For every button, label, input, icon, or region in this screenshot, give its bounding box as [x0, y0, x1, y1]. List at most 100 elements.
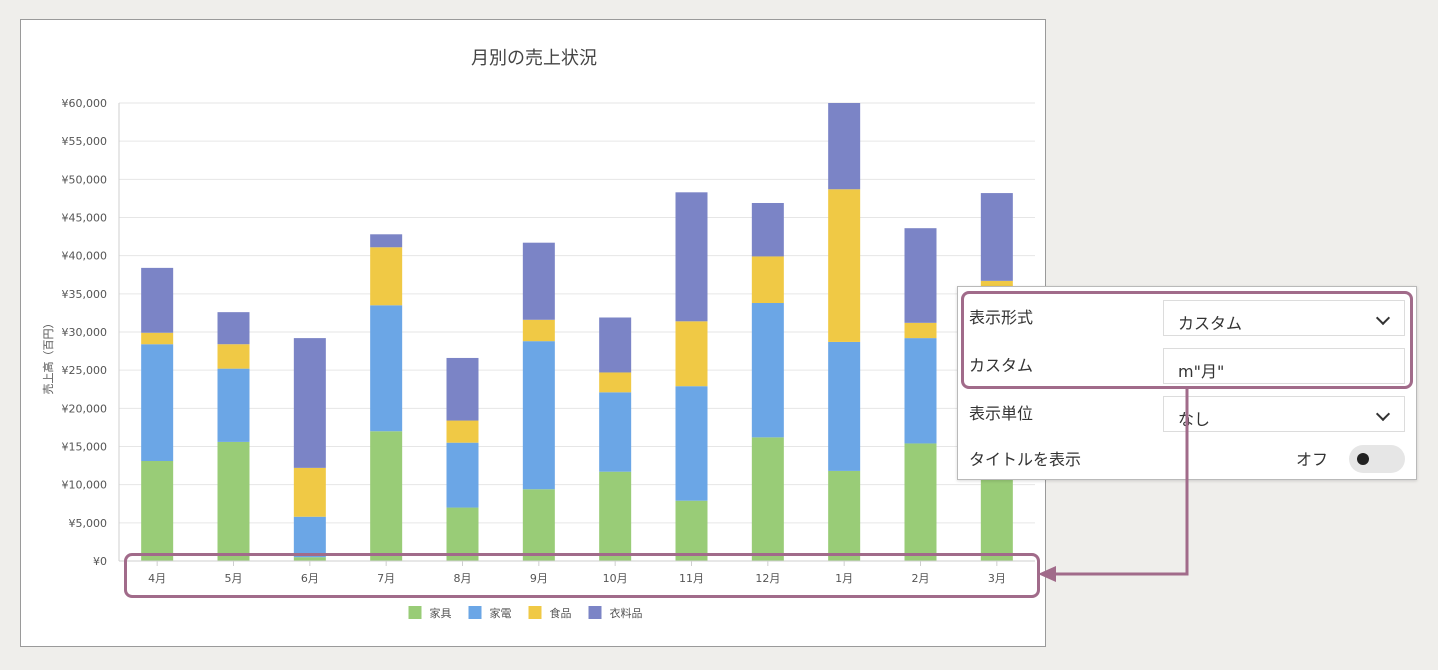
x-tick-label: 8月 — [454, 572, 472, 585]
x-tick-label: 7月 — [377, 572, 395, 585]
y-tick-label: ¥0 — [93, 555, 107, 568]
show-title-state: オフ — [1296, 450, 1329, 469]
bar-segment-家電 — [828, 341, 861, 471]
bar-segment-食品 — [370, 247, 403, 306]
bar-segment-衣料品 — [828, 103, 861, 190]
format-highlight-box — [961, 291, 1413, 389]
y-tick-label: ¥20,000 — [62, 402, 108, 415]
bar-segment-家具 — [141, 461, 174, 561]
display-unit-label: 表示単位 — [969, 404, 1034, 423]
bar-segment-家具 — [904, 443, 937, 561]
bar-segment-家電 — [446, 442, 479, 508]
y-tick-label: ¥60,000 — [62, 97, 108, 110]
bar-segment-衣料品 — [522, 242, 555, 320]
bar-segment-家具 — [370, 431, 403, 561]
x-tick-label: 9月 — [530, 572, 548, 585]
bar-segment-衣料品 — [675, 192, 708, 322]
x-tick-label: 12月 — [755, 572, 780, 585]
display-format-row: 表示形式 カスタム — [958, 291, 1418, 339]
legend: 家具 家電 食品 衣料品 — [408, 606, 643, 620]
custom-format-label: カスタム — [969, 356, 1034, 375]
legend-swatch — [408, 606, 422, 619]
custom-format-value: m"月" — [1178, 362, 1225, 381]
bar-segment-衣料品 — [293, 338, 326, 468]
bar-segment-家電 — [751, 302, 784, 438]
y-tick-label: ¥45,000 — [62, 212, 108, 225]
bar-segment-食品 — [599, 372, 632, 393]
bar-segment-家具 — [599, 471, 632, 561]
y-axis-title: 売上高（百円） — [41, 318, 55, 395]
bar-segment-家電 — [370, 305, 403, 432]
bar-segment-家電 — [293, 516, 326, 558]
display-format-label: 表示形式 — [969, 308, 1034, 327]
bar-segment-衣料品 — [141, 267, 174, 333]
x-tick-label: 2月 — [912, 572, 930, 585]
legend-swatch — [528, 606, 542, 619]
bar-segment-衣料品 — [751, 202, 784, 257]
bar-segment-衣料品 — [599, 317, 632, 373]
y-tick-label: ¥15,000 — [62, 441, 108, 454]
bar-segment-衣料品 — [904, 228, 937, 323]
bar-segment-家具 — [828, 470, 861, 561]
bar-segment-家具 — [980, 477, 1013, 561]
show-title-label: タイトルを表示 — [969, 450, 1082, 469]
legend-label: 家電 — [490, 606, 512, 620]
bar-segment-家電 — [675, 386, 708, 501]
bar-segment-食品 — [675, 321, 708, 387]
legend-swatch — [588, 606, 602, 619]
y-tick-label: ¥10,000 — [62, 479, 108, 492]
legend-label: 衣料品 — [610, 606, 643, 620]
x-tick-label: 3月 — [988, 572, 1006, 585]
bar-segment-家具 — [446, 507, 479, 561]
y-tick-label: ¥35,000 — [62, 288, 108, 301]
custom-format-input[interactable]: m"月" — [1163, 348, 1405, 384]
chart-card: 月別の売上状況 ¥0 ¥5,000 ¥10,000 ¥15,000 ¥20,000 ¥25… — [20, 19, 1046, 647]
toggle-knob — [1357, 453, 1369, 465]
bar-segment-食品 — [293, 467, 326, 517]
x-tick-label: 1月 — [835, 572, 853, 585]
y-tick-label: ¥30,000 — [62, 326, 108, 339]
display-unit-select[interactable]: なし — [1163, 396, 1405, 432]
bar-segment-食品 — [446, 420, 479, 443]
bar-segment-衣料品 — [370, 234, 403, 248]
bar-segment-家具 — [675, 500, 708, 561]
axis-labels-highlight-box — [124, 553, 1040, 598]
show-title-toggle[interactable] — [1349, 445, 1405, 473]
y-tick-label: ¥5,000 — [69, 517, 108, 530]
bar-segment-食品 — [217, 344, 250, 369]
bar-segment-食品 — [141, 332, 174, 345]
bar-segment-家電 — [522, 341, 555, 490]
bar-segment-食品 — [751, 256, 784, 303]
bar-segment-衣料品 — [217, 312, 250, 345]
show-title-row: タイトルを表示 オフ — [958, 433, 1418, 481]
chart-title: 月別の売上状況 — [471, 48, 597, 69]
display-format-select[interactable]: カスタム — [1163, 300, 1405, 336]
x-tick-label: 6月 — [301, 572, 319, 585]
bar-segment-家具 — [751, 437, 784, 561]
bar-segment-家具 — [217, 441, 250, 561]
bar-segment-家電 — [904, 338, 937, 444]
x-tick-label: 10月 — [603, 572, 628, 585]
display-unit-value: なし — [1178, 410, 1211, 429]
bar-segment-食品 — [904, 322, 937, 339]
axes: ¥0 ¥5,000 ¥10,000 ¥15,000 ¥20,000 ¥25,000 ¥30,… — [62, 97, 1035, 585]
y-tick-label: ¥50,000 — [62, 173, 108, 186]
bar-segment-家電 — [217, 368, 250, 442]
chevron-down-icon — [1375, 406, 1391, 422]
legend-swatch — [468, 606, 482, 619]
bar-segment-衣料品 — [446, 357, 479, 421]
legend-label: 食品 — [550, 606, 572, 620]
bar-segment-家具 — [522, 489, 555, 561]
bar-segment-食品 — [828, 189, 861, 342]
y-tick-label: ¥25,000 — [62, 364, 108, 377]
x-tick-label: 11月 — [679, 572, 704, 585]
bar-segment-家具 — [293, 557, 326, 561]
x-tick-label: 4月 — [148, 572, 166, 585]
display-unit-row: 表示単位 なし — [958, 387, 1418, 435]
y-tick-label: ¥40,000 — [62, 250, 108, 263]
display-format-value: カスタム — [1178, 314, 1243, 333]
y-tick-label: ¥55,000 — [62, 135, 108, 148]
bar-segment-衣料品 — [980, 193, 1013, 281]
bar-segment-食品 — [522, 319, 555, 342]
bar-segment-家電 — [141, 344, 174, 462]
